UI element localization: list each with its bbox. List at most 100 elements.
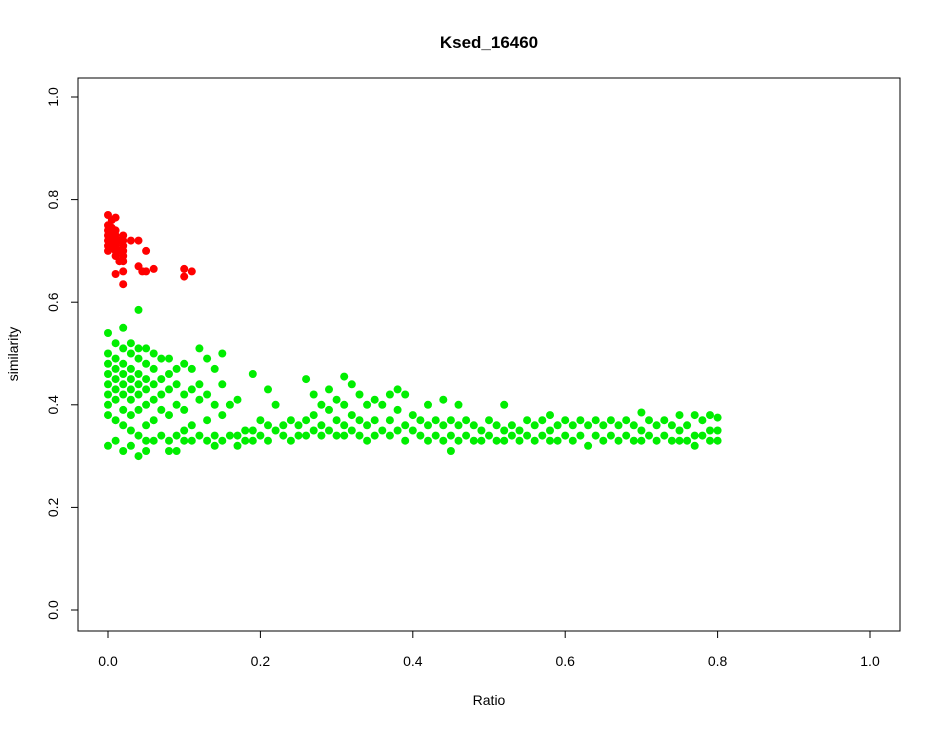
data-point [599,436,608,445]
data-point [134,236,143,245]
data-point [652,421,661,430]
data-point [645,416,653,425]
data-point [454,421,463,430]
data-point [591,416,600,425]
data-point [385,416,394,425]
data-point [599,421,608,430]
data-point [119,421,128,430]
data-point [401,421,410,430]
data-point [142,400,151,409]
data-point [317,431,326,440]
data-point [149,264,158,273]
data-point [134,344,143,353]
x-tick-label: 0.4 [403,653,423,669]
data-point [561,416,570,425]
data-point [119,390,128,399]
data-point [195,431,204,440]
data-point [149,395,158,404]
data-point [439,436,448,445]
data-point [302,416,311,425]
data-point [690,441,699,450]
data-point [584,421,593,430]
data-point [142,359,151,368]
data-point [431,431,440,440]
data-point [530,421,539,430]
data-point [477,426,486,435]
data-point [248,436,257,445]
data-point [355,431,364,440]
x-tick-label: 0.0 [98,653,118,669]
data-point [294,421,303,430]
data-point [393,385,402,394]
chart-title: Ksed_16460 [440,33,538,52]
data-point [424,421,432,430]
data-point [683,421,692,430]
data-point [675,436,684,445]
data-point [706,411,714,420]
data-point [279,421,288,430]
data-point [157,390,166,399]
data-point [134,405,143,414]
data-point [546,426,554,435]
data-point [111,364,120,373]
data-point [142,385,151,394]
data-point [713,413,722,422]
data-point [134,390,143,399]
data-point [225,400,234,409]
data-point [424,400,432,409]
data-point [203,416,212,425]
data-point [576,416,585,425]
data-point [180,264,189,273]
data-point [165,436,173,445]
x-tick-label: 0.2 [251,653,271,669]
data-point [675,411,684,420]
data-point [142,436,151,445]
data-point [111,339,120,348]
data-point [104,329,112,337]
data-point [622,416,631,425]
data-point [126,236,135,245]
data-point [126,385,135,394]
data-point [210,431,219,440]
data-point [706,436,714,445]
data-point [172,431,181,440]
data-point [104,400,112,409]
data-point [119,405,128,414]
data-point [523,416,532,425]
data-point [492,421,501,430]
data-point [584,441,593,450]
data-point [203,390,212,399]
data-point [652,436,661,445]
data-point [149,349,158,358]
data-point [111,385,120,394]
data-point [294,431,303,440]
data-point [591,431,600,440]
data-point [126,339,135,348]
data-point [142,421,151,430]
data-point [233,431,242,440]
data-point [332,395,341,404]
data-point [104,411,112,420]
data-point [576,431,585,440]
data-point [149,380,158,389]
data-point [165,354,173,363]
data-point [302,375,311,384]
data-point [485,431,493,440]
data-point [203,436,212,445]
data-point [119,323,128,332]
data-point [325,426,333,435]
data-point [218,380,227,389]
data-point [637,426,646,435]
data-point [218,436,227,445]
data-point [416,431,425,440]
data-point [111,416,120,425]
data-point [690,411,699,420]
data-point [660,416,669,425]
data-point [340,372,349,381]
data-point [157,375,166,384]
data-point [172,400,181,409]
data-point [378,400,387,409]
data-point [271,426,280,435]
data-point [134,431,143,440]
data-point [111,436,120,445]
